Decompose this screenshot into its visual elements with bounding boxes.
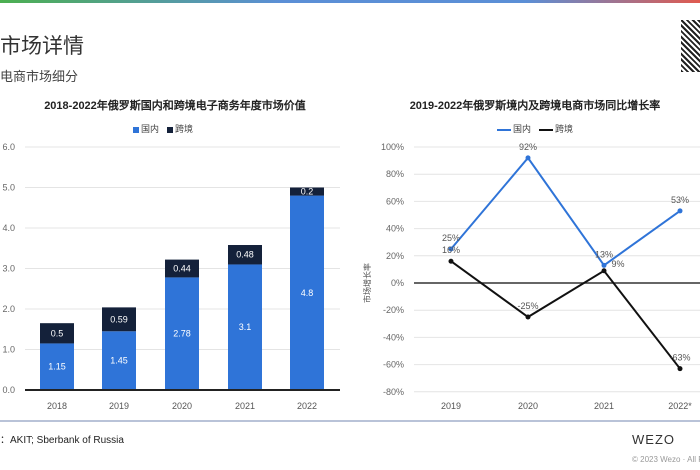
data-label: 16%: [442, 245, 460, 255]
legend-crossborder: 跨境: [539, 122, 573, 135]
legend-domestic: 国内: [497, 122, 531, 135]
data-point: [677, 208, 683, 214]
bar-domestic: [165, 277, 199, 390]
data-label: 0.44: [173, 264, 191, 274]
y-tick-label: 6.0: [2, 142, 15, 152]
data-label: -25%: [517, 301, 538, 311]
legend-crossborder: 跨境: [167, 122, 193, 135]
bar-domestic: [102, 331, 136, 390]
data-label: 0.2: [301, 187, 314, 197]
x-tick-label: 2019: [441, 401, 461, 411]
data-point: [677, 366, 683, 372]
page-subtitle: 电商市场细分: [0, 69, 79, 84]
page-title: 市场详情: [0, 35, 84, 58]
source-note: ：AKIT; Sberbank of Russia: [0, 435, 124, 446]
y-tick-label: -40%: [383, 332, 404, 342]
wezo-logo: WEZO: [632, 432, 675, 447]
footer-divider: [0, 420, 700, 422]
x-tick-label: 2020: [518, 401, 538, 411]
data-point: [525, 314, 531, 320]
y-tick-label: -80%: [383, 387, 404, 397]
y-tick-label: 5.0: [2, 183, 15, 193]
copyright: © 2023 Wezo · All Rights: [632, 455, 700, 464]
data-point: [525, 155, 531, 161]
bar-domestic: [228, 264, 262, 390]
series-line-crossborder: [450, 260, 681, 370]
bar-crossborder: [165, 259, 199, 278]
y-tick-label: 3.0: [2, 264, 15, 274]
data-point: [601, 262, 607, 268]
y-tick-label: 100%: [381, 142, 404, 152]
data-label: 1.45: [110, 356, 128, 366]
bar-crossborder: [40, 323, 74, 344]
data-label: 53%: [671, 195, 689, 205]
bar-domestic: [290, 195, 324, 390]
data-label: 3.1: [239, 322, 252, 332]
data-label: 9%: [611, 259, 624, 269]
y-tick-label: 1.0: [2, 345, 15, 355]
bar-crossborder: [228, 245, 262, 265]
data-label: 4.8: [301, 288, 314, 298]
data-point: [448, 246, 454, 252]
legend-domestic: 国内: [133, 122, 159, 135]
series-line-domestic: [450, 156, 681, 267]
line-chart-title: 2019-2022年俄罗斯境内及跨境电商市场同比增长率: [409, 100, 661, 112]
x-tick-label: 2021: [235, 401, 255, 411]
data-label: 0.59: [110, 314, 128, 324]
qr-code: [681, 20, 700, 72]
bar-chart-legend: 国内 跨境: [133, 122, 193, 135]
y-tick-label: 0%: [391, 278, 404, 288]
data-label: 92%: [519, 142, 537, 152]
bar-chart-title: 2018-2022年俄罗斯国内和跨境电子商务年度市场价值: [44, 100, 306, 112]
y-tick-label: 80%: [386, 169, 404, 179]
data-point: [601, 268, 607, 274]
data-label: 2.78: [173, 329, 191, 339]
data-label: 0.5: [51, 328, 64, 338]
data-label: 25%: [442, 233, 460, 243]
data-label: -63%: [669, 353, 690, 363]
y-tick-label: 40%: [386, 224, 404, 234]
y-tick-label: -20%: [383, 305, 404, 315]
line-chart-legend: 国内 跨境: [497, 122, 573, 135]
x-tick-label: 2022: [297, 401, 317, 411]
data-label: 13%: [595, 249, 613, 259]
bar-crossborder: [102, 307, 136, 332]
top-accent-bar: [0, 0, 700, 3]
y-axis-label: 市场增长率: [362, 263, 372, 303]
bar-crossborder: [290, 187, 324, 196]
x-tick-label: 2019: [109, 401, 129, 411]
data-point: [448, 258, 454, 264]
y-tick-label: 2.0: [2, 304, 15, 314]
y-tick-label: -60%: [383, 360, 404, 370]
data-label: 0.48: [236, 250, 254, 260]
y-tick-label: 60%: [386, 196, 404, 206]
x-tick-label: 2021: [594, 401, 614, 411]
y-tick-label: 0.0: [2, 385, 15, 395]
x-tick-label: 2020: [172, 401, 192, 411]
x-tick-label: 2018: [47, 401, 67, 411]
y-tick-label: 4.0: [2, 223, 15, 233]
data-label: 1.15: [48, 362, 66, 372]
bar-domestic: [40, 343, 74, 390]
y-tick-label: 20%: [386, 251, 404, 261]
x-tick-label: 2022*: [668, 401, 692, 411]
